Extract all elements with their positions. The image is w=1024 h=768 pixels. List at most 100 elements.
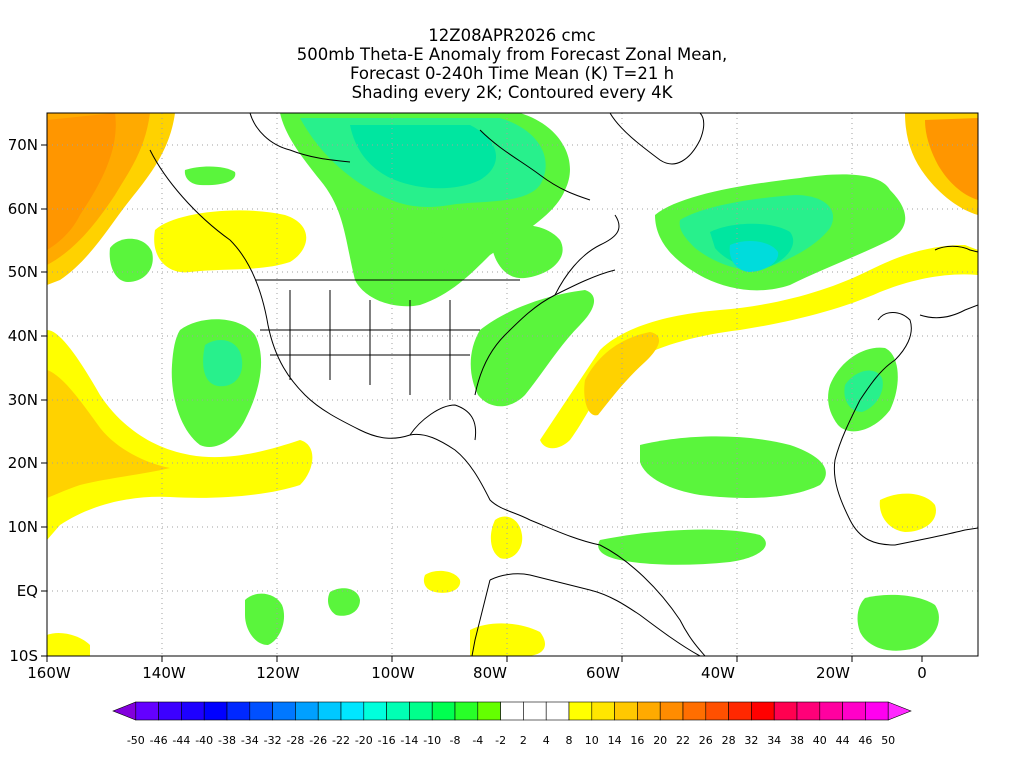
colorbar-swatch — [317, 701, 342, 721]
map-title: 12Z08APR2026 cmc 500mb Theta-E Anomaly f… — [0, 26, 1024, 102]
colorbar-swatch — [842, 701, 866, 721]
lat-label: EQ — [17, 582, 38, 600]
colorbar-label: -32 — [264, 734, 282, 747]
colorbar-swatch — [226, 701, 251, 721]
colorbar-label: -26 — [309, 734, 327, 747]
lon-label: 140W — [142, 664, 186, 682]
colorbar-label: 10 — [585, 734, 599, 747]
colorbar-swatch — [865, 701, 889, 721]
colorbar-label: -38 — [218, 734, 236, 747]
lat-label: 10S — [9, 647, 38, 665]
lat-label: 70N — [8, 136, 38, 154]
colorbar-label: 20 — [653, 734, 667, 747]
warm-anomaly-atlantic — [540, 245, 978, 449]
colorbar-swatch — [409, 701, 433, 721]
title-line-3: Forecast 0-240h Time Mean (K) T=21 h — [349, 64, 675, 83]
lat-label: 40N — [8, 327, 38, 345]
colorbar-swatch — [705, 701, 729, 721]
colorbar-swatch — [545, 701, 570, 721]
colorbar-label: 28 — [722, 734, 736, 747]
colorbar-labels: -50 -46 -44 -40 -38 -34 -32 -28 -26 -22 -20 -16 -14-… — [127, 734, 895, 747]
colorbar-swatch — [751, 701, 775, 721]
colorbar-label: -2 — [495, 734, 506, 747]
colorbar-swatch — [637, 701, 661, 721]
colorbar-swatch — [523, 701, 547, 721]
colorbar-label: 26 — [699, 734, 713, 747]
lat-labels: 70N 60N 50N 40N 30N 20N 10N EQ 10S — [8, 136, 38, 665]
colorbar-swatch — [340, 701, 365, 721]
colorbar-swatch — [272, 701, 296, 721]
lon-label: 40W — [701, 664, 735, 682]
lon-label: 80W — [473, 664, 507, 682]
colorbar-label: 46 — [858, 734, 872, 747]
colorbar-label: 38 — [790, 734, 804, 747]
colorbar-swatch — [591, 701, 615, 721]
colorbar-swatch — [728, 701, 752, 721]
colorbar-swatch — [796, 701, 821, 721]
colorbar-label: 2 — [520, 734, 527, 747]
lat-label: 20N — [8, 454, 38, 472]
lon-label: 120W — [256, 664, 300, 682]
colorbar-label: -28 — [286, 734, 304, 747]
colorbar-label: 4 — [543, 734, 550, 747]
title-line-1: 12Z08APR2026 cmc — [428, 26, 596, 45]
colorbar-label: -22 — [332, 734, 350, 747]
colorbar-label: -14 — [400, 734, 418, 747]
colorbar-label: 44 — [836, 734, 850, 747]
colorbar-label: -40 — [195, 734, 213, 747]
colorbar-swatch — [158, 701, 182, 721]
lat-label: 30N — [8, 391, 38, 409]
lat-label: 10N — [8, 518, 38, 536]
plot-frame — [46, 112, 979, 657]
colorbar-label: 14 — [608, 734, 622, 747]
colorbar — [112, 701, 912, 721]
colorbar-swatch — [295, 701, 319, 721]
colorbar-swatch — [477, 701, 501, 721]
shading-layer — [47, 113, 978, 656]
colorbar-label: 16 — [630, 734, 644, 747]
colorbar-label: 34 — [767, 734, 781, 747]
colorbar-swatch — [454, 701, 479, 721]
lon-label: 100W — [371, 664, 415, 682]
lat-label: 50N — [8, 263, 38, 281]
graticule — [47, 113, 978, 656]
lon-label: 160W — [27, 664, 71, 682]
colorbar-swatch — [500, 701, 524, 721]
colorbar-label: 32 — [744, 734, 758, 747]
lon-label: 20W — [816, 664, 850, 682]
colorbar-swatch — [819, 701, 843, 721]
lat-label: 60N — [8, 200, 38, 218]
warm-anomaly-subtropical-pacific — [47, 330, 313, 540]
colorbar-label: -50 — [127, 734, 145, 747]
colorbar-label: -20 — [355, 734, 373, 747]
colorbar-swatch — [112, 701, 137, 721]
coastlines — [149, 113, 978, 656]
lon-labels: 160W 140W 120W 100W 80W 60W 40W 20W 0 — [27, 664, 927, 682]
title-line-4: Shading every 2K; Contoured every 4K — [351, 83, 673, 102]
colorbar-label: 40 — [813, 734, 827, 747]
colorbar-swatch — [682, 701, 707, 721]
lon-label: 0 — [917, 664, 927, 682]
colorbar-label: -10 — [423, 734, 441, 747]
colorbar-swatch — [386, 701, 410, 721]
title-line-2: 500mb Theta-E Anomaly from Forecast Zona… — [296, 45, 728, 64]
colorbar-label: 22 — [676, 734, 690, 747]
axis-ticks — [41, 144, 923, 662]
lon-label: 60W — [586, 664, 620, 682]
colorbar-swatch — [887, 701, 912, 721]
colorbar-label: -16 — [378, 734, 396, 747]
colorbar-swatch — [181, 701, 205, 721]
colorbar-label: 50 — [881, 734, 895, 747]
colorbar-swatch — [431, 701, 456, 721]
colorbar-swatch — [773, 701, 798, 721]
colorbar-label: -8 — [450, 734, 461, 747]
colorbar-label: 8 — [566, 734, 573, 747]
colorbar-swatch — [568, 701, 593, 721]
colorbar-label: -34 — [241, 734, 259, 747]
colorbar-label: -44 — [172, 734, 190, 747]
colorbar-swatch — [363, 701, 387, 721]
colorbar-swatch — [659, 701, 684, 721]
colorbar-swatch — [135, 701, 159, 721]
colorbar-label: -46 — [150, 734, 168, 747]
